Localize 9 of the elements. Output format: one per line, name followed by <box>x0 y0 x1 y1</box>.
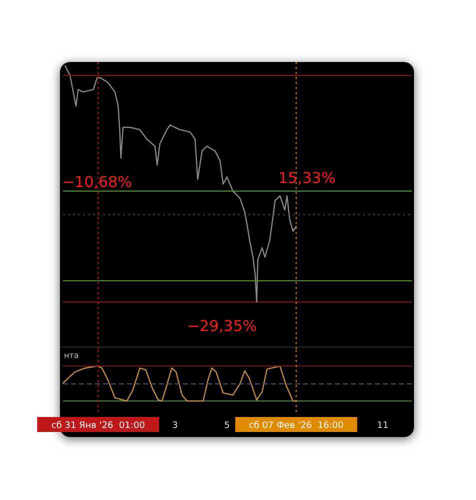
x-tick-label: 11 <box>377 421 389 431</box>
annotation: −10,68% <box>62 173 132 191</box>
annotation: 15,33% <box>278 169 336 187</box>
text: −29,35% <box>187 317 257 335</box>
chart-title: нта <box>64 351 79 360</box>
x-tick-label: сб 07 Фев '26 16:00 <box>248 421 344 431</box>
x-tick-label: 5 <box>224 421 230 431</box>
x-tick-label: 3 <box>172 421 178 431</box>
x-tick-label: сб 31 Янв '26 01:00 <box>51 421 146 431</box>
